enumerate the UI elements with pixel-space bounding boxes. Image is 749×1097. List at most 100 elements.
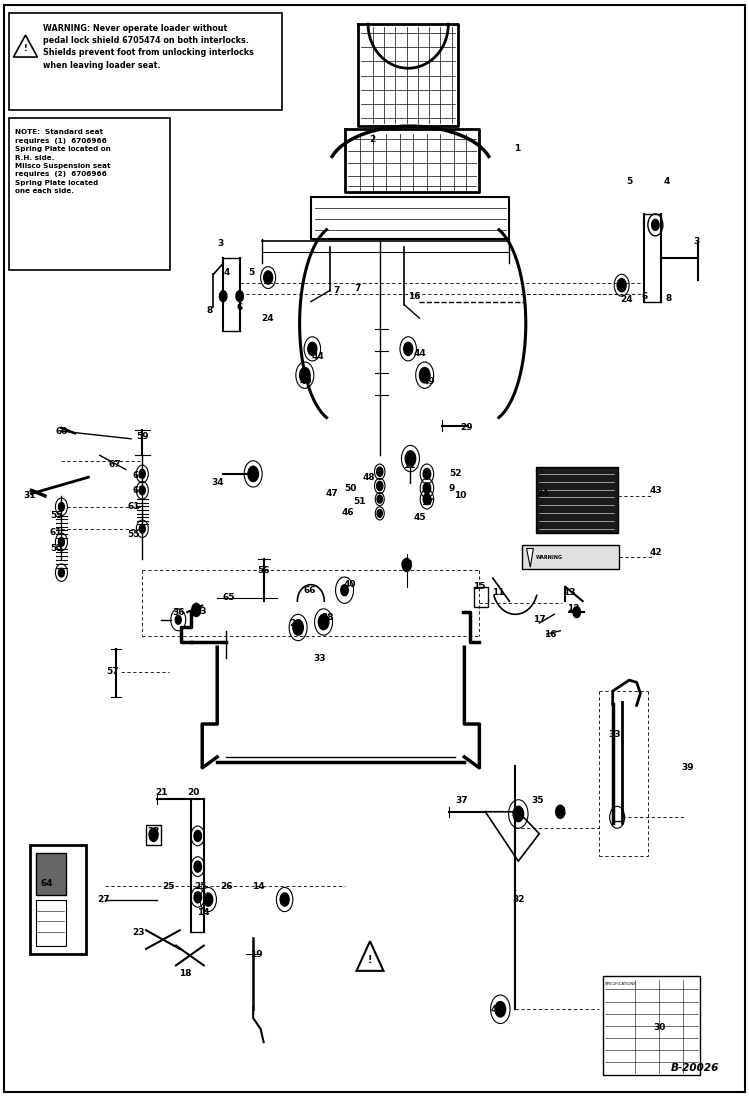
Text: 34: 34: [536, 489, 548, 498]
Text: 67: 67: [109, 460, 121, 468]
Text: NOTE:  Standard seat
requires  (1)  6706966
Spring Plate located on
R.H. side.
M: NOTE: Standard seat requires (1) 6706966…: [15, 129, 111, 194]
Circle shape: [58, 538, 64, 546]
Text: 40: 40: [344, 580, 356, 589]
Text: SPECIFICATIONS: SPECIFICATIONS: [605, 982, 637, 986]
Text: 50: 50: [345, 484, 357, 493]
Text: 46: 46: [342, 508, 354, 517]
Circle shape: [513, 806, 524, 822]
Text: 41: 41: [491, 1005, 503, 1014]
Text: 60: 60: [55, 427, 67, 436]
Circle shape: [423, 494, 431, 505]
Text: 7: 7: [354, 284, 360, 293]
Text: WARNING: WARNING: [536, 555, 562, 559]
Text: 34: 34: [211, 478, 223, 487]
Text: 10: 10: [455, 491, 467, 500]
Text: 8: 8: [666, 294, 672, 303]
Circle shape: [248, 466, 258, 482]
Text: 6: 6: [237, 303, 243, 312]
Text: 5: 5: [626, 177, 632, 185]
Circle shape: [377, 482, 383, 490]
FancyBboxPatch shape: [146, 825, 161, 845]
Text: 19: 19: [250, 950, 262, 959]
Text: 32: 32: [513, 895, 525, 904]
Text: 39: 39: [682, 764, 694, 772]
Circle shape: [58, 568, 64, 577]
Text: 6: 6: [641, 292, 647, 301]
Text: 68: 68: [401, 561, 413, 569]
Circle shape: [419, 367, 430, 383]
Text: 62: 62: [133, 471, 145, 479]
Text: 49: 49: [299, 377, 312, 386]
Text: 3: 3: [218, 239, 224, 248]
FancyBboxPatch shape: [36, 853, 66, 895]
FancyBboxPatch shape: [9, 118, 170, 270]
Circle shape: [377, 495, 383, 504]
Text: 25: 25: [195, 882, 207, 891]
Text: 15: 15: [473, 583, 485, 591]
Text: 47: 47: [325, 489, 339, 498]
Circle shape: [573, 607, 580, 618]
Text: 55: 55: [127, 530, 139, 539]
Circle shape: [280, 893, 289, 906]
Text: 61: 61: [127, 502, 139, 511]
Text: 21: 21: [155, 788, 167, 796]
FancyBboxPatch shape: [603, 976, 700, 1075]
Circle shape: [194, 830, 201, 841]
Circle shape: [293, 620, 303, 635]
Text: 33: 33: [608, 731, 620, 739]
Text: 43: 43: [649, 486, 661, 495]
Circle shape: [139, 486, 145, 495]
Circle shape: [300, 367, 310, 383]
Text: 14: 14: [198, 908, 210, 917]
Text: 5: 5: [248, 268, 254, 276]
Circle shape: [192, 603, 201, 617]
FancyBboxPatch shape: [30, 845, 86, 954]
Text: 13: 13: [563, 588, 575, 597]
Text: 61: 61: [50, 528, 62, 536]
Text: 36: 36: [172, 608, 184, 617]
Text: 51: 51: [354, 497, 366, 506]
Text: 45: 45: [413, 513, 425, 522]
Circle shape: [139, 524, 145, 533]
Text: 11: 11: [492, 588, 504, 597]
Circle shape: [204, 893, 213, 906]
Circle shape: [405, 451, 416, 466]
Text: 49: 49: [422, 377, 436, 386]
FancyBboxPatch shape: [474, 587, 488, 607]
Text: !: !: [368, 954, 372, 965]
Text: B-20026: B-20026: [670, 1063, 719, 1073]
Circle shape: [556, 805, 565, 818]
Circle shape: [219, 291, 227, 302]
Text: 24: 24: [621, 295, 633, 304]
Text: 30: 30: [653, 1024, 665, 1032]
Text: 14: 14: [252, 882, 264, 891]
Text: 25: 25: [163, 882, 175, 891]
Circle shape: [194, 892, 201, 903]
Text: 59: 59: [136, 432, 148, 441]
Circle shape: [495, 1002, 506, 1017]
Text: 28: 28: [365, 952, 377, 961]
Circle shape: [377, 467, 383, 476]
Circle shape: [139, 470, 145, 478]
Text: 48: 48: [363, 473, 374, 482]
Text: 9: 9: [449, 484, 455, 493]
Text: 24: 24: [290, 619, 302, 627]
Circle shape: [149, 828, 158, 841]
Text: 56: 56: [258, 566, 270, 575]
Text: 26: 26: [220, 882, 232, 891]
Text: 7: 7: [334, 286, 340, 295]
Circle shape: [175, 615, 181, 624]
Text: 37: 37: [456, 796, 468, 805]
FancyBboxPatch shape: [522, 545, 619, 569]
Circle shape: [402, 558, 411, 572]
Circle shape: [423, 483, 431, 494]
Circle shape: [377, 509, 383, 518]
Text: 16: 16: [545, 630, 557, 638]
Circle shape: [617, 279, 626, 292]
Text: 27: 27: [97, 895, 109, 904]
Text: 22: 22: [148, 827, 160, 836]
Circle shape: [236, 291, 243, 302]
Text: 66: 66: [303, 586, 315, 595]
Text: 1: 1: [514, 144, 520, 152]
Circle shape: [318, 614, 329, 630]
